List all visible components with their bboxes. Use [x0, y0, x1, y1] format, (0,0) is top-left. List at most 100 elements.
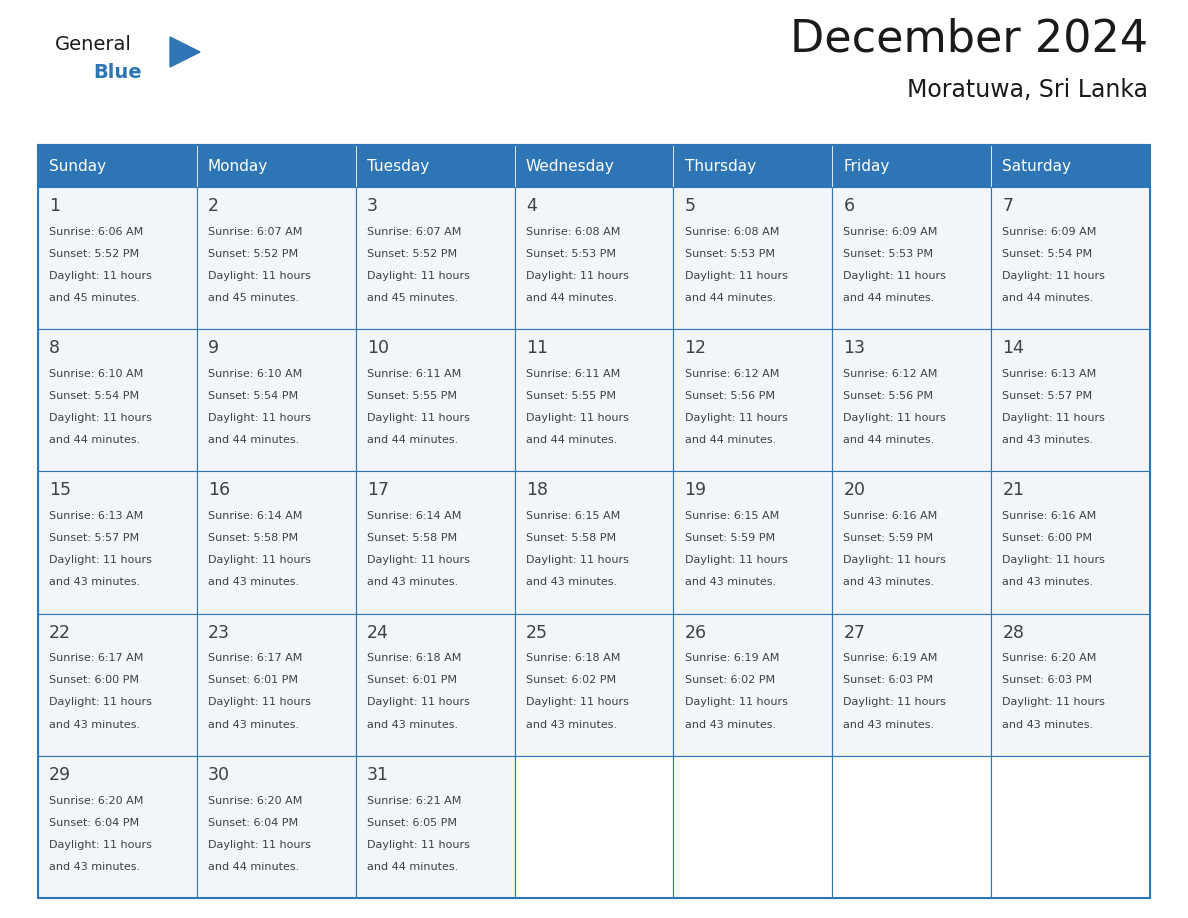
Text: Sunset: 5:58 PM: Sunset: 5:58 PM — [526, 533, 615, 543]
Text: Sunrise: 6:07 AM: Sunrise: 6:07 AM — [367, 227, 461, 237]
Text: Sunrise: 6:15 AM: Sunrise: 6:15 AM — [526, 511, 620, 521]
Text: and 43 minutes.: and 43 minutes. — [684, 720, 776, 730]
Bar — [38, 756, 197, 898]
Text: Daylight: 11 hours: Daylight: 11 hours — [1003, 698, 1105, 708]
Text: Sunset: 6:00 PM: Sunset: 6:00 PM — [1003, 533, 1092, 543]
Text: Sunrise: 6:10 AM: Sunrise: 6:10 AM — [49, 369, 144, 379]
Text: Sunrise: 6:09 AM: Sunrise: 6:09 AM — [843, 227, 937, 237]
Text: and 43 minutes.: and 43 minutes. — [208, 577, 299, 588]
Text: and 43 minutes.: and 43 minutes. — [367, 577, 457, 588]
Text: Daylight: 11 hours: Daylight: 11 hours — [843, 698, 947, 708]
Text: and 43 minutes.: and 43 minutes. — [684, 577, 776, 588]
Text: Daylight: 11 hours: Daylight: 11 hours — [526, 698, 628, 708]
Text: Sunrise: 6:09 AM: Sunrise: 6:09 AM — [1003, 227, 1097, 237]
Text: and 43 minutes.: and 43 minutes. — [1003, 577, 1093, 588]
Text: Daylight: 11 hours: Daylight: 11 hours — [49, 840, 152, 850]
Text: Sunset: 6:05 PM: Sunset: 6:05 PM — [367, 818, 457, 828]
Text: Sunrise: 6:17 AM: Sunrise: 6:17 AM — [208, 654, 303, 664]
Bar — [355, 187, 514, 330]
Bar — [833, 756, 991, 898]
Text: 6: 6 — [843, 197, 854, 215]
Text: and 43 minutes.: and 43 minutes. — [1003, 435, 1093, 445]
Text: Thursday: Thursday — [684, 159, 756, 174]
Text: Wednesday: Wednesday — [526, 159, 614, 174]
Text: and 43 minutes.: and 43 minutes. — [49, 577, 140, 588]
Text: and 43 minutes.: and 43 minutes. — [367, 720, 457, 730]
Text: Sunset: 5:59 PM: Sunset: 5:59 PM — [843, 533, 934, 543]
Text: 15: 15 — [49, 481, 71, 499]
Text: Friday: Friday — [843, 159, 890, 174]
Text: Daylight: 11 hours: Daylight: 11 hours — [367, 698, 469, 708]
Text: Daylight: 11 hours: Daylight: 11 hours — [684, 413, 788, 423]
Text: Sunrise: 6:20 AM: Sunrise: 6:20 AM — [1003, 654, 1097, 664]
Text: and 44 minutes.: and 44 minutes. — [843, 435, 935, 445]
Text: Moratuwa, Sri Lanka: Moratuwa, Sri Lanka — [906, 78, 1148, 102]
Bar — [833, 472, 991, 613]
Text: Sunset: 5:54 PM: Sunset: 5:54 PM — [208, 391, 298, 401]
Text: 5: 5 — [684, 197, 695, 215]
Polygon shape — [170, 37, 200, 67]
Bar — [674, 187, 833, 330]
Text: Daylight: 11 hours: Daylight: 11 hours — [684, 698, 788, 708]
Bar — [38, 613, 197, 756]
Text: Sunset: 5:57 PM: Sunset: 5:57 PM — [1003, 391, 1093, 401]
Bar — [197, 330, 355, 472]
Text: 22: 22 — [49, 623, 71, 642]
Text: Sunrise: 6:08 AM: Sunrise: 6:08 AM — [684, 227, 779, 237]
Text: and 43 minutes.: and 43 minutes. — [49, 720, 140, 730]
Text: 29: 29 — [49, 766, 71, 784]
Text: Tuesday: Tuesday — [367, 159, 429, 174]
Bar — [674, 330, 833, 472]
Text: Daylight: 11 hours: Daylight: 11 hours — [526, 271, 628, 281]
Text: and 44 minutes.: and 44 minutes. — [684, 293, 776, 303]
Bar — [197, 187, 355, 330]
Text: Sunset: 5:58 PM: Sunset: 5:58 PM — [208, 533, 298, 543]
Text: Sunset: 6:04 PM: Sunset: 6:04 PM — [208, 818, 298, 828]
Text: Daylight: 11 hours: Daylight: 11 hours — [49, 413, 152, 423]
Text: Sunset: 6:00 PM: Sunset: 6:00 PM — [49, 676, 139, 686]
Bar — [991, 756, 1150, 898]
Text: Daylight: 11 hours: Daylight: 11 hours — [843, 555, 947, 565]
Text: Sunrise: 6:18 AM: Sunrise: 6:18 AM — [526, 654, 620, 664]
Text: 16: 16 — [208, 481, 230, 499]
Text: and 43 minutes.: and 43 minutes. — [49, 862, 140, 872]
Text: Sunrise: 6:20 AM: Sunrise: 6:20 AM — [49, 796, 144, 806]
Text: Sunrise: 6:16 AM: Sunrise: 6:16 AM — [843, 511, 937, 521]
Bar — [514, 330, 674, 472]
Text: and 45 minutes.: and 45 minutes. — [367, 293, 457, 303]
Text: Daylight: 11 hours: Daylight: 11 hours — [843, 413, 947, 423]
Text: 31: 31 — [367, 766, 388, 784]
Text: Sunset: 5:57 PM: Sunset: 5:57 PM — [49, 533, 139, 543]
Bar — [674, 472, 833, 613]
Bar — [197, 756, 355, 898]
Text: and 45 minutes.: and 45 minutes. — [208, 293, 299, 303]
Bar — [355, 756, 514, 898]
Text: and 44 minutes.: and 44 minutes. — [49, 435, 140, 445]
Text: and 44 minutes.: and 44 minutes. — [367, 435, 459, 445]
Text: 3: 3 — [367, 197, 378, 215]
Text: Daylight: 11 hours: Daylight: 11 hours — [49, 555, 152, 565]
Text: and 43 minutes.: and 43 minutes. — [526, 577, 617, 588]
Text: 30: 30 — [208, 766, 230, 784]
Bar — [38, 145, 197, 187]
Text: Sunrise: 6:19 AM: Sunrise: 6:19 AM — [684, 654, 779, 664]
Bar — [355, 472, 514, 613]
Text: 13: 13 — [843, 339, 865, 357]
Text: Daylight: 11 hours: Daylight: 11 hours — [526, 555, 628, 565]
Bar — [38, 472, 197, 613]
Text: Daylight: 11 hours: Daylight: 11 hours — [843, 271, 947, 281]
Text: Sunrise: 6:06 AM: Sunrise: 6:06 AM — [49, 227, 144, 237]
Text: Sunset: 5:59 PM: Sunset: 5:59 PM — [684, 533, 775, 543]
Text: and 44 minutes.: and 44 minutes. — [684, 435, 776, 445]
Text: 18: 18 — [526, 481, 548, 499]
Text: Sunrise: 6:21 AM: Sunrise: 6:21 AM — [367, 796, 461, 806]
Text: General: General — [55, 35, 132, 54]
Text: 9: 9 — [208, 339, 219, 357]
Text: Sunset: 6:01 PM: Sunset: 6:01 PM — [367, 676, 457, 686]
Text: Sunset: 5:52 PM: Sunset: 5:52 PM — [208, 249, 298, 259]
Text: Sunset: 5:52 PM: Sunset: 5:52 PM — [367, 249, 457, 259]
Text: Sunset: 5:55 PM: Sunset: 5:55 PM — [367, 391, 457, 401]
Text: Sunset: 6:03 PM: Sunset: 6:03 PM — [843, 676, 934, 686]
Text: Saturday: Saturday — [1003, 159, 1072, 174]
Text: 4: 4 — [526, 197, 537, 215]
